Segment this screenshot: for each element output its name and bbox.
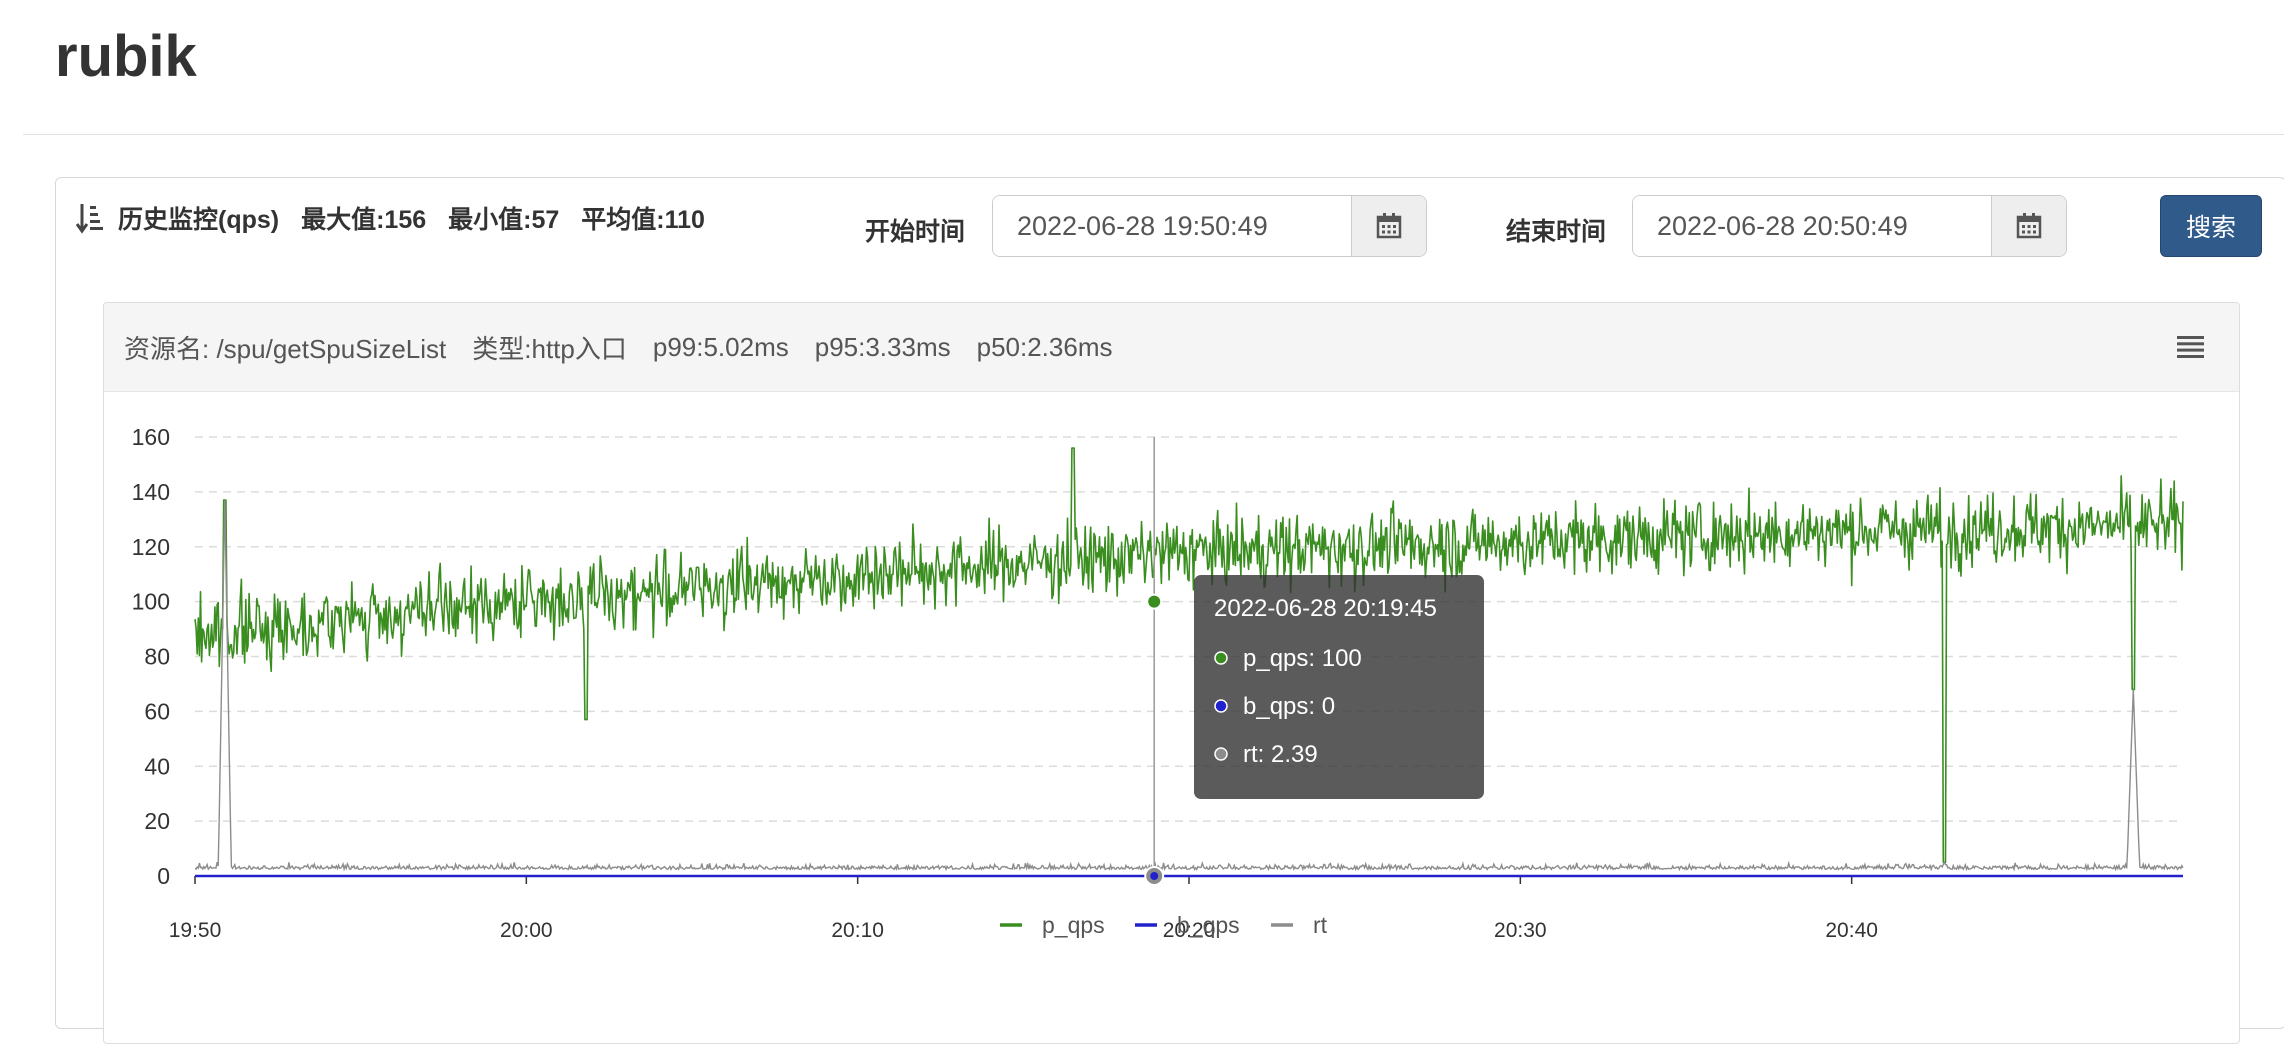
max-value: 最大值:156: [301, 206, 427, 234]
calendar-icon: [2016, 213, 2042, 239]
end-time-label: 结束时间: [1506, 218, 1607, 246]
end-time-group: [1632, 195, 2067, 257]
p99-value: p99:5.02ms: [652, 331, 789, 362]
min-value: 最小值:57: [448, 206, 560, 234]
panel-header: 历史监控(qps) 最大值:156 最小值:57 平均值:110: [76, 198, 727, 238]
start-calendar-button[interactable]: [1351, 196, 1426, 256]
start-time-group: [992, 195, 1427, 257]
p50-value: p50:2.36ms: [976, 331, 1113, 362]
resource-type: 类型:http入口: [472, 333, 627, 364]
chart-card-header: 资源名: /spu/getSpuSizeList 类型:http入口 p99:5…: [104, 303, 2239, 392]
calendar-icon: [1376, 213, 1402, 239]
end-calendar-button[interactable]: [1991, 196, 2066, 256]
p95-value: p95:3.33ms: [814, 331, 951, 362]
panel-title: 历史监控(qps): [118, 206, 280, 234]
resource-name: 资源名: /spu/getSpuSizeList: [124, 333, 447, 364]
search-button[interactable]: 搜索: [2160, 195, 2262, 257]
monitor-panel: 历史监控(qps) 最大值:156 最小值:57 平均值:110 开始时间 结束…: [55, 177, 2284, 1044]
start-time-label: 开始时间: [865, 218, 966, 246]
start-time-input[interactable]: [993, 196, 1351, 256]
menu-icon[interactable]: [2177, 336, 2204, 358]
chart-card: 资源名: /spu/getSpuSizeList 类型:http入口 p99:5…: [103, 302, 2240, 1044]
app-title: rubik: [55, 24, 197, 89]
end-time-input[interactable]: [1633, 196, 1991, 256]
sort-icon: [76, 204, 103, 234]
avg-value: 平均值:110: [581, 206, 705, 234]
header-divider: [23, 134, 2284, 135]
